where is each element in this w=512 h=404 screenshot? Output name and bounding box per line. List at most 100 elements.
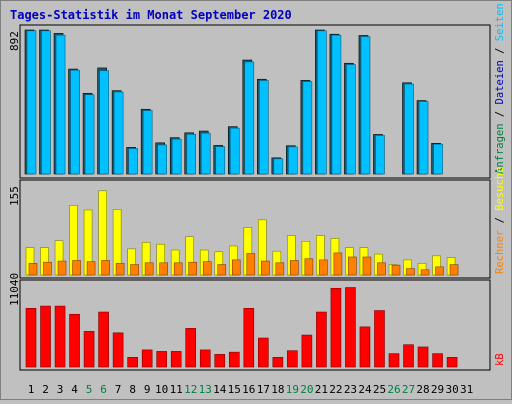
hosts-bar <box>28 263 38 276</box>
files-bar <box>99 70 109 175</box>
hosts-bar <box>333 252 343 276</box>
files-bar <box>215 146 226 175</box>
hosts-bar <box>348 256 357 276</box>
hosts-bar <box>202 261 212 276</box>
x-tick-label: 6 <box>100 383 107 396</box>
kb-bar <box>301 334 313 368</box>
kb-bar <box>432 353 443 368</box>
x-tick-label: 15 <box>228 383 241 396</box>
x-tick-label: 19 <box>286 383 299 396</box>
kb-bar <box>141 349 153 368</box>
hosts-bar <box>304 258 314 276</box>
kb-bar <box>112 332 124 368</box>
files-bar <box>186 133 197 175</box>
files-bar <box>331 34 342 175</box>
hosts-bar <box>377 262 386 276</box>
kb-bar <box>446 357 458 368</box>
kb-bar <box>374 310 385 368</box>
kb-bar <box>330 287 342 368</box>
kb-bar <box>345 287 356 368</box>
x-tick-label: 17 <box>257 383 270 396</box>
y-max-label: 11040 <box>8 273 21 306</box>
hosts-bar <box>261 260 270 276</box>
kb-bar <box>98 311 109 368</box>
hosts-bar <box>173 262 183 276</box>
files-bar <box>26 30 37 175</box>
hosts-bar <box>115 263 125 276</box>
files-bar <box>317 30 327 175</box>
files-bar <box>157 144 167 175</box>
hosts-bar <box>231 259 241 276</box>
kb-bar <box>185 328 197 368</box>
files-bar <box>418 101 429 175</box>
kb-bar <box>127 357 138 368</box>
files-bar <box>433 143 443 175</box>
right-legend: Rechner / Besuche <box>494 167 506 275</box>
x-tick-label: 14 <box>213 383 227 396</box>
kb-bar <box>40 305 51 368</box>
files-bar <box>404 83 414 175</box>
hosts-bar <box>43 261 52 276</box>
files-bar <box>346 64 356 175</box>
x-tick-label: 21 <box>315 383 328 396</box>
hosts-bar <box>188 261 198 276</box>
files-bar <box>244 61 255 175</box>
x-tick-label: 30 <box>445 383 458 396</box>
y-max-label: 892 <box>8 31 21 51</box>
hosts-bar <box>275 262 285 276</box>
hosts-bar <box>144 262 154 276</box>
x-tick-label: 3 <box>57 383 64 396</box>
hosts-bar <box>406 268 415 276</box>
x-tick-label: 4 <box>71 383 78 396</box>
hosts-bar <box>101 260 110 276</box>
hosts-bar <box>435 266 444 276</box>
hosts-bar <box>217 264 227 276</box>
legend-separator: / <box>494 211 506 230</box>
y-max-label: 155 <box>8 186 21 206</box>
kb-bar <box>170 351 182 368</box>
x-tick-label: 11 <box>170 383 183 396</box>
files-bar <box>113 91 124 175</box>
files-bar <box>142 110 153 175</box>
kb-bar <box>199 349 211 368</box>
legend-item: Besuche <box>494 167 506 211</box>
files-bar <box>128 148 138 175</box>
files-bar <box>55 34 66 175</box>
files-bar <box>273 158 284 175</box>
legend-item: Seiten <box>494 3 506 41</box>
legend-separator: / <box>494 41 506 60</box>
files-bar <box>70 69 80 175</box>
x-tick-label: 8 <box>129 383 136 396</box>
hosts-bar <box>420 269 430 276</box>
kb-bar <box>287 350 298 368</box>
chart-title: Tages-Statistik im Monat September 2020 <box>10 8 292 22</box>
x-tick-label: 25 <box>373 383 386 396</box>
x-tick-label: 20 <box>300 383 313 396</box>
hosts-bar <box>391 264 401 276</box>
kb-bar <box>388 353 400 368</box>
x-tick-label: 29 <box>431 383 444 396</box>
files-bar <box>84 94 95 175</box>
legend-item: kB <box>494 353 506 366</box>
x-tick-label: 5 <box>86 383 93 396</box>
x-tick-label: 1 <box>28 383 35 396</box>
kb-bar <box>243 308 255 368</box>
files-bar <box>229 127 240 175</box>
x-tick-label: 31 <box>460 383 473 396</box>
files-bar <box>375 135 385 175</box>
x-tick-label: 27 <box>402 383 415 396</box>
kb-bar <box>83 331 95 368</box>
hosts-bar <box>159 262 168 276</box>
kb-bar <box>156 351 167 368</box>
legend-item: Rechner <box>494 230 506 274</box>
files-bar <box>200 132 211 175</box>
x-tick-label: 26 <box>387 383 400 396</box>
legend-separator: / <box>494 104 506 123</box>
hosts-bar <box>130 264 139 276</box>
kb-bar <box>403 344 414 368</box>
kb-bar <box>54 305 66 368</box>
x-tick-label: 13 <box>199 383 212 396</box>
right-legend: Anfragen / Dateien / Seiten <box>494 3 506 174</box>
kb-bar <box>69 313 80 368</box>
